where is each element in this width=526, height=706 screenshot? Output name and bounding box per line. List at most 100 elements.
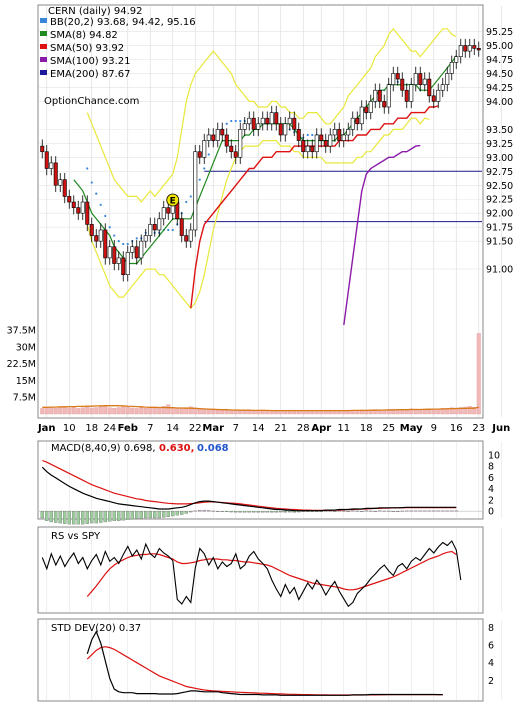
price-series: E [40, 27, 481, 326]
candle-body [418, 73, 423, 85]
x-tick-label: 18 [85, 423, 98, 434]
candle-body [98, 229, 103, 242]
candle-body [404, 89, 409, 102]
macd-histogram-bar [391, 511, 395, 512]
bb-middle-dot [167, 228, 170, 232]
candle-body [94, 235, 99, 242]
macd-histogram-bar [90, 511, 94, 524]
candle-body [283, 123, 288, 136]
candle-body [310, 145, 315, 153]
macd-histogram-bar [278, 511, 283, 513]
bb-middle-dot [99, 203, 102, 206]
candle-body [148, 224, 153, 236]
bb-middle-dot [189, 195, 192, 198]
macd-histogram-bar [121, 511, 126, 521]
macd-histogram-bar [139, 511, 143, 519]
candle-body [85, 201, 90, 225]
volume-bar [476, 333, 481, 415]
macd-histogram-bar [85, 511, 90, 524]
std-y-tick-label: 4 [488, 658, 494, 669]
volume-y-tick-label: 7.5M [13, 393, 36, 404]
macd-y-tick-label: 0 [488, 507, 494, 518]
x-tick-label: Jan [37, 423, 56, 434]
legend-label: EMA(200) 87.67 [50, 69, 130, 80]
macd-histogram-bar [436, 510, 440, 512]
macd-histogram-bar [72, 511, 76, 525]
macd-histogram-bar [305, 511, 310, 512]
macd-histogram-bar [161, 511, 166, 518]
candle-body [134, 246, 139, 259]
x-tick-label: 25 [382, 423, 395, 434]
volume-bar [166, 404, 171, 415]
macd-histogram-bar [422, 510, 427, 512]
rs-label: RS vs SPY [51, 531, 101, 542]
candle-body [125, 252, 130, 275]
candle-body [238, 129, 243, 158]
volume-bar [193, 407, 198, 415]
candle-body [305, 145, 310, 153]
macd-histogram-bar [229, 511, 233, 513]
candle-body [224, 134, 229, 147]
volume-bar [71, 406, 76, 415]
macd-histogram-bar [112, 511, 117, 521]
macd-histogram-bar [206, 510, 211, 512]
candle-body [161, 207, 166, 220]
x-tick-label: Apr [311, 423, 331, 434]
macd-histogram-bar [341, 510, 346, 512]
x-tick-label: 28 [297, 423, 310, 434]
candle-body [328, 134, 333, 147]
bb-middle-dot [311, 133, 314, 137]
macd-histogram-bar [76, 511, 81, 525]
candle-body [256, 123, 261, 130]
volume-bar [206, 409, 211, 415]
candle-body [458, 45, 463, 58]
legend-label: SMA(8) 94.82 [50, 30, 118, 41]
macd-histogram-bar [287, 511, 292, 513]
macd-histogram-bar [202, 509, 206, 512]
candle-body [242, 123, 247, 130]
macd-histogram-bar [418, 510, 422, 512]
std-y-tick-label: 2 [488, 676, 494, 687]
candle-body [139, 240, 144, 259]
bb-middle-dot [108, 226, 111, 229]
candle-body [80, 201, 85, 214]
volume-bar [161, 406, 166, 415]
bb-middle-dot [122, 242, 125, 246]
std-line [86, 630, 443, 696]
volume-bar [40, 408, 45, 415]
volume-bar [436, 408, 441, 415]
candle-body [382, 101, 387, 108]
macd-histogram-bar [256, 511, 260, 513]
price-y-tick-label: 93.25 [486, 139, 513, 150]
macd-histogram-bar [359, 511, 364, 512]
rs-series [41, 540, 462, 608]
candle-body [197, 151, 202, 158]
price-y-tick-label: 94.50 [486, 69, 513, 80]
candle-body [184, 235, 189, 242]
candle-body [274, 112, 279, 125]
candle-body [89, 224, 94, 236]
candle-body [229, 145, 234, 153]
price-y-tick-label: 95.00 [486, 41, 513, 52]
macd-histogram-bar [247, 511, 251, 513]
macd-signal-label: 0.630, [159, 443, 194, 454]
candle-body [166, 207, 171, 214]
sma50-line [190, 105, 439, 309]
price-y-tick-label: 91.75 [486, 223, 513, 234]
macd-histogram-bar [238, 511, 242, 513]
price-y-tick-label: 92.50 [486, 181, 513, 192]
macd-histogram-bar [382, 510, 386, 512]
candle-body [58, 179, 63, 186]
macd-histogram-bar [175, 511, 179, 516]
macd-histogram-bar [184, 511, 188, 514]
std-y-tick-label: 8 [488, 623, 494, 634]
volume-bar [310, 410, 315, 415]
macd-histogram-bar [431, 510, 436, 512]
macd-histogram-bar [269, 511, 274, 513]
volume-bar [175, 407, 180, 415]
macd-histogram-bar [134, 511, 139, 519]
rs-line [41, 540, 462, 608]
macd-histogram-bar [233, 511, 238, 513]
price-legend: BB(20,2) 93.68, 94.42, 95.16 SMA(8) 94.82… [40, 17, 196, 80]
